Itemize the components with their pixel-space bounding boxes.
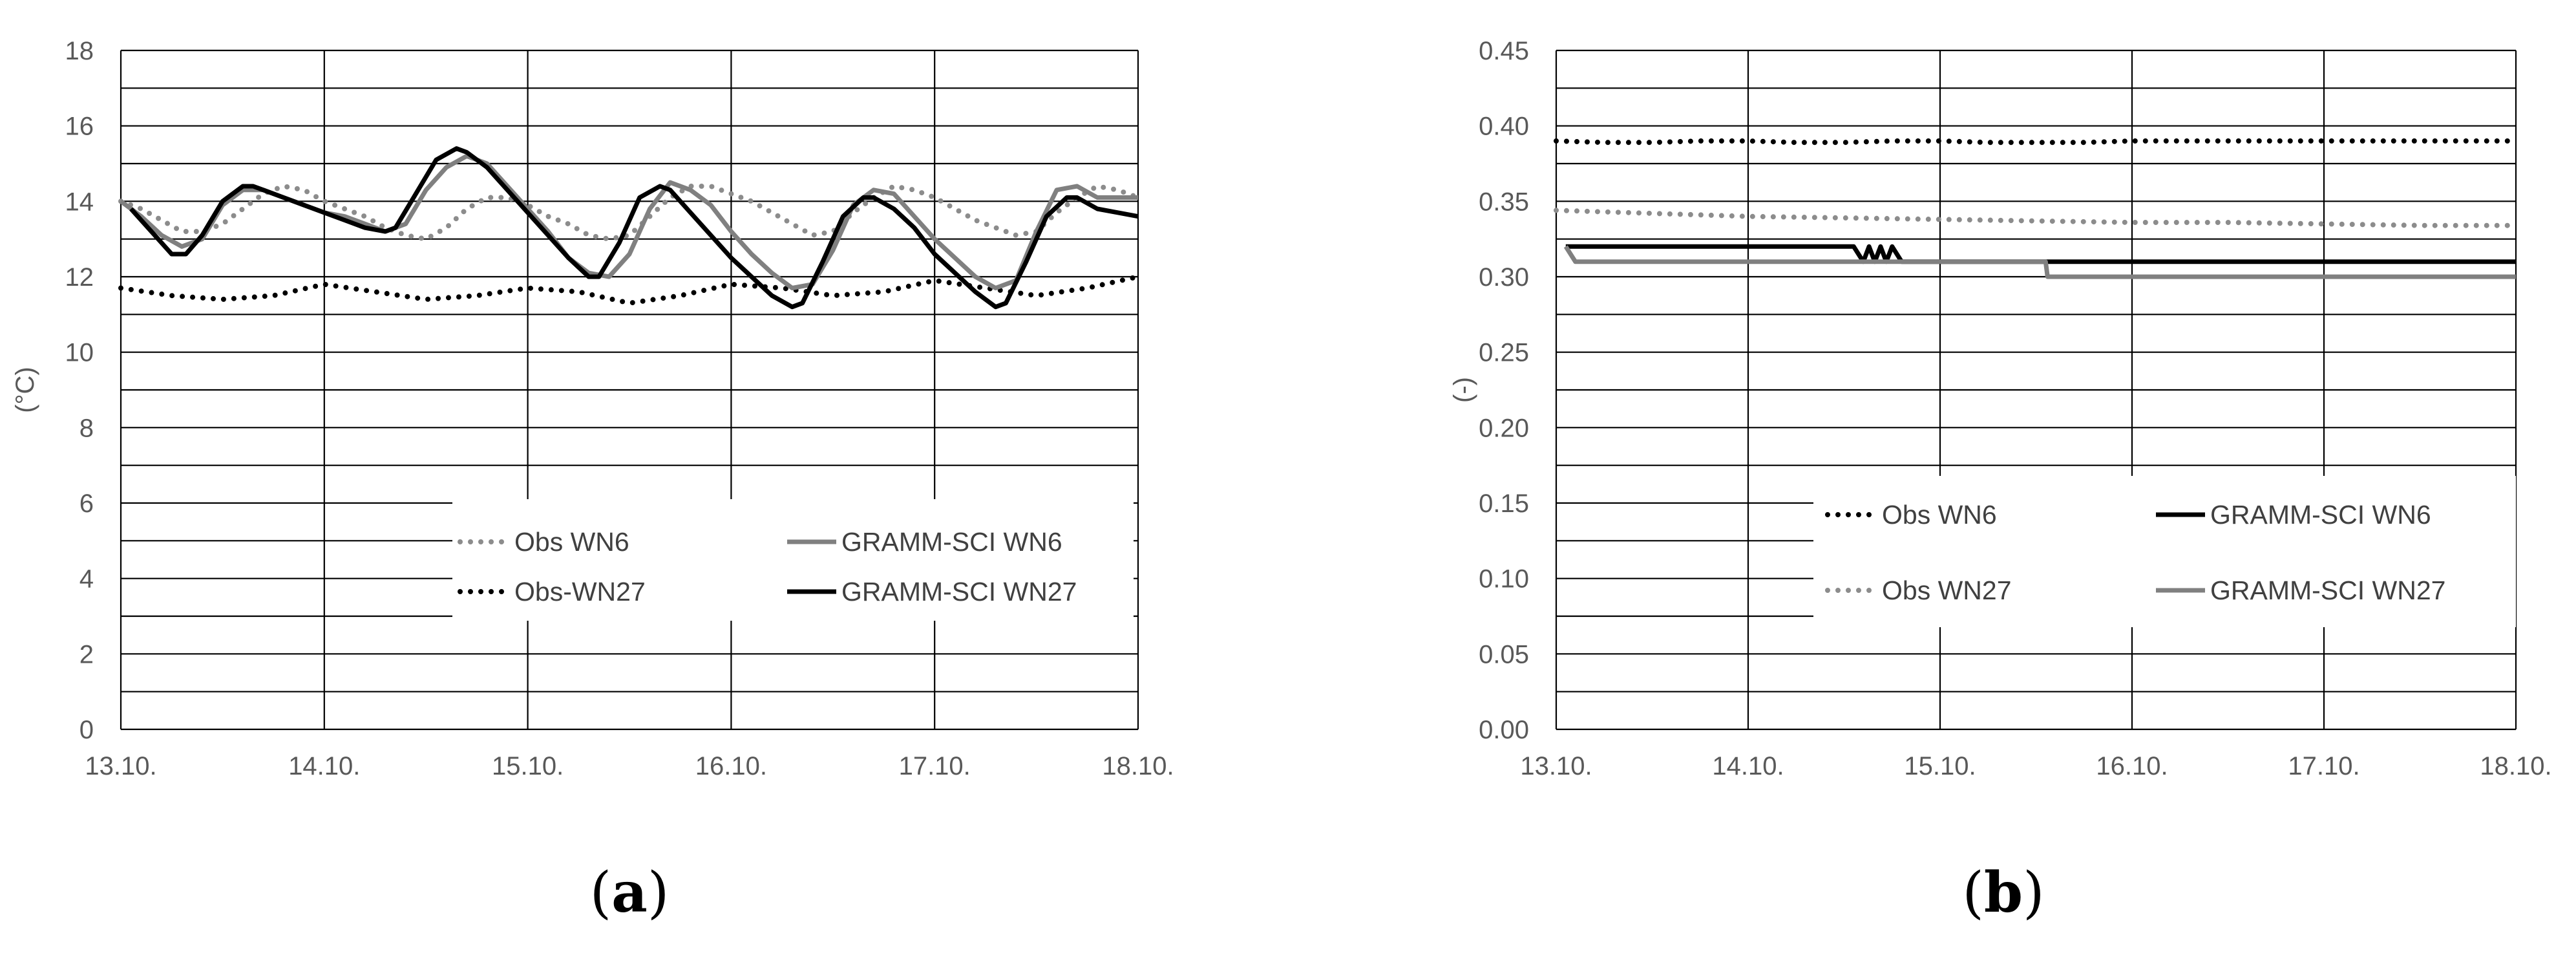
legend-label: Obs WN27 [1882, 575, 2012, 605]
legend-label: Obs-WN27 [514, 577, 646, 606]
legend-label: GRAMM-SCI WN27 [841, 577, 1077, 606]
y-tick-label: 0.30 [1479, 263, 1529, 292]
y-tick-label: 0.35 [1479, 188, 1529, 216]
y-tick-label: 16 [65, 113, 94, 141]
y-tick-label: 4 [79, 565, 94, 594]
chart-panel-a: 0 2 4 6 8 10 12 14 16 18 13.10. 14.10. 15.10. 16.10. 1… [11, 37, 1174, 925]
y-tick-label: 0.00 [1479, 716, 1529, 744]
x-tick-label: 15.10. [492, 752, 564, 780]
legend-box [452, 499, 1134, 621]
x-tick-label: 16.10. [2096, 752, 2168, 780]
y-axis-title: (-) [1449, 377, 1477, 403]
y-tick-label: 0.45 [1479, 37, 1529, 65]
legend-label: GRAMM-SCI WN27 [2210, 575, 2445, 605]
legend-label: Obs WN6 [514, 527, 629, 557]
legend-label: GRAMM-SCI WN6 [2210, 500, 2431, 530]
x-tick-label: 14.10. [288, 752, 360, 780]
y-tick-label: 18 [65, 37, 94, 65]
y-axis-title: (°C) [11, 367, 39, 413]
y-tick-label: 0 [79, 716, 94, 744]
y-tick-label: 10 [65, 339, 94, 367]
y-tick-label: 0.10 [1479, 565, 1529, 594]
y-tick-label: 2 [79, 640, 94, 669]
x-tick-label: 18.10. [2480, 752, 2551, 780]
y-tick-label: 6 [79, 489, 94, 518]
series-line [129, 146, 1139, 310]
series-line [1565, 244, 2516, 264]
x-tick-label: 13.10. [85, 752, 156, 780]
chart-panel-b: 0.00 0.05 0.10 0.15 0.20 0.25 0.30 0.35 0.40 0.45… [1449, 37, 2552, 925]
legend-box [1813, 476, 2516, 627]
y-tick-label: 0.05 [1479, 640, 1529, 669]
x-tick-label: 18.10. [1102, 752, 1174, 780]
x-tick-label: 16.10. [695, 752, 767, 780]
y-tick-label: 0.40 [1479, 113, 1529, 141]
panel-label: (a) [590, 860, 670, 925]
x-tick-label: 13.10. [1520, 752, 1592, 780]
y-tick-label: 0.20 [1479, 414, 1529, 442]
series-line [118, 184, 1141, 242]
series-line [1554, 138, 2518, 145]
y-tick-label: 8 [79, 414, 94, 442]
x-tick-label: 17.10. [2288, 752, 2360, 780]
legend-label: Obs WN6 [1882, 500, 1997, 530]
series-line [1554, 208, 2518, 228]
y-tick-label: 0.25 [1479, 339, 1529, 367]
x-tick-label: 15.10. [1904, 752, 1976, 780]
y-tick-label: 0.15 [1479, 489, 1529, 518]
series-line [1563, 245, 2516, 279]
x-tick-label: 17.10. [899, 752, 971, 780]
y-tick-label: 14 [65, 188, 94, 216]
y-tick-label: 12 [65, 263, 94, 292]
x-tick-label: 14.10. [1712, 752, 1784, 780]
panel-label: (b) [1962, 860, 2044, 925]
legend-label: GRAMM-SCI WN6 [841, 527, 1062, 557]
